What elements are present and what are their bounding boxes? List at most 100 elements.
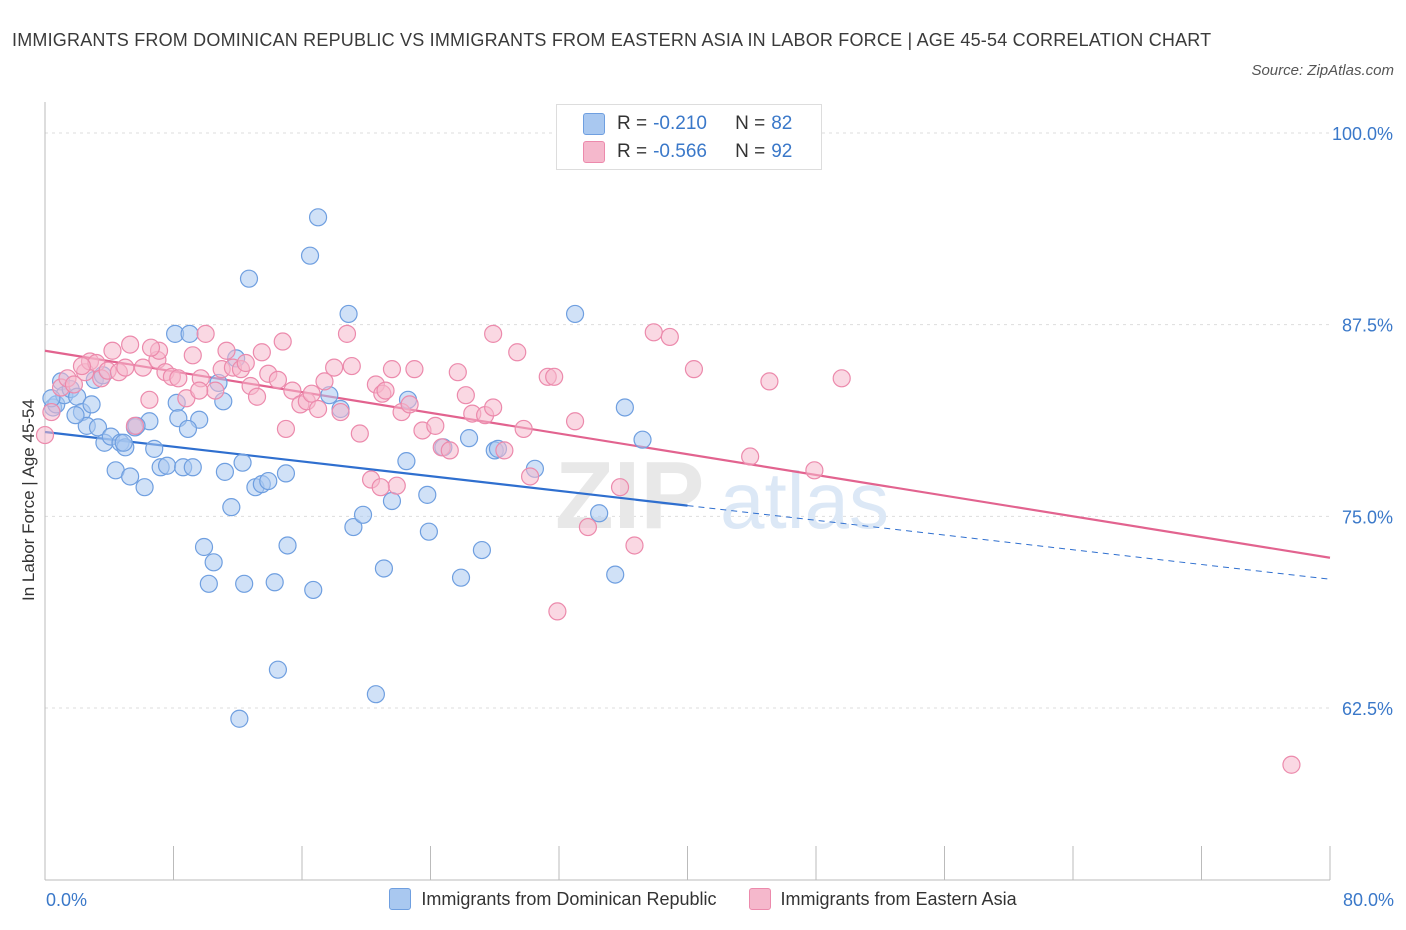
data-point-eastern-asia xyxy=(125,416,145,435)
blue-swatch-icon xyxy=(389,888,412,910)
data-point-dominican-republic xyxy=(88,418,108,437)
data-point-dominican-republic xyxy=(178,419,198,439)
correlation-row-pink: R = -0.566 N = 92 xyxy=(583,137,792,167)
axes xyxy=(44,102,1331,881)
data-point-eastern-asia xyxy=(508,343,527,362)
data-point-eastern-asia xyxy=(741,447,760,466)
data-point-dominican-republic xyxy=(353,505,373,524)
data-point-eastern-asia xyxy=(548,602,567,621)
y-tick-label: 62.5% xyxy=(1342,699,1393,719)
data-point-dominican-republic xyxy=(230,709,249,728)
watermark-atlas: atlas xyxy=(720,456,889,545)
y-tick-label: 75.0% xyxy=(1342,507,1393,527)
grid-lines xyxy=(45,132,1330,709)
data-point-eastern-asia xyxy=(684,360,704,379)
data-point-dominican-republic xyxy=(222,498,241,517)
n-label: N = xyxy=(735,113,766,134)
source-label: Source: ZipAtlas.com xyxy=(1251,62,1394,79)
data-point-eastern-asia xyxy=(141,338,161,357)
data-point-dominican-republic xyxy=(276,464,296,483)
data-point-eastern-asia xyxy=(64,375,84,394)
data-point-eastern-asia xyxy=(382,360,402,379)
data-point-dominican-republic xyxy=(239,269,259,288)
data-point-dominican-republic xyxy=(66,406,85,425)
data-point-dominican-republic xyxy=(419,522,438,541)
data-point-dominican-republic xyxy=(339,304,358,324)
data-point-dominican-republic xyxy=(366,685,385,704)
data-point-eastern-asia xyxy=(42,402,61,422)
data-point-eastern-asia xyxy=(545,367,564,386)
data-point-eastern-asia xyxy=(276,419,296,439)
data-point-dominican-republic xyxy=(265,573,284,592)
data-point-dominican-republic xyxy=(233,453,252,472)
data-point-eastern-asia xyxy=(169,369,188,388)
data-point-dominican-republic xyxy=(633,430,652,449)
data-point-eastern-asia xyxy=(236,353,255,373)
data-point-eastern-asia xyxy=(196,324,215,343)
data-point-dominican-republic xyxy=(199,574,218,593)
data-point-dominican-republic xyxy=(121,467,140,486)
data-point-eastern-asia xyxy=(448,363,467,382)
data-point-eastern-asia xyxy=(520,467,540,486)
pink-swatch-icon xyxy=(748,888,771,910)
data-point-eastern-asia xyxy=(440,441,459,460)
correlation-row-blue: R = -0.210 N = 82 xyxy=(583,109,792,139)
data-point-dominican-republic xyxy=(382,491,402,511)
data-point-eastern-asia xyxy=(183,346,202,365)
y-axis-label: In Labor Force | Age 45-54 xyxy=(19,399,38,601)
data-point-eastern-asia xyxy=(190,381,209,400)
data-point-eastern-asia xyxy=(283,381,302,400)
data-point-eastern-asia xyxy=(495,441,514,460)
data-point-dominican-republic xyxy=(135,478,154,497)
data-point-eastern-asia xyxy=(268,370,288,389)
r-label: R = xyxy=(617,113,648,134)
legend-item-eastern-asia[interactable]: Immigrants from Eastern Asia xyxy=(748,888,1017,910)
data-point-dominican-republic xyxy=(374,559,394,578)
x-tick-label-min: 0.0% xyxy=(46,890,88,910)
data-point-eastern-asia xyxy=(116,358,135,377)
data-point-eastern-asia xyxy=(342,356,361,376)
data-point-eastern-asia xyxy=(644,323,663,342)
data-point-dominican-republic xyxy=(268,660,288,679)
data-point-dominican-republic xyxy=(606,565,625,584)
data-point-eastern-asia xyxy=(578,517,598,537)
data-point-eastern-asia xyxy=(400,395,419,414)
n-value: 92 xyxy=(771,141,793,162)
data-point-eastern-asia xyxy=(35,425,55,445)
n-label: N = xyxy=(735,141,766,162)
data-point-dominican-republic xyxy=(565,304,585,324)
data-point-eastern-asia xyxy=(514,419,533,439)
data-point-eastern-asia xyxy=(387,476,406,495)
correlation-legend-box: R = -0.210 N = 82 R = -0.566 N = 92 xyxy=(556,104,822,170)
data-point-eastern-asia xyxy=(405,360,424,379)
data-point-eastern-asia xyxy=(484,398,503,417)
pink-swatch-icon xyxy=(583,141,605,163)
data-point-dominican-republic xyxy=(194,537,214,557)
data-point-dominican-republic xyxy=(157,456,177,475)
data-point-dominican-republic xyxy=(215,462,234,481)
legend-item-dominican-republic[interactable]: Immigrants from Dominican Republic xyxy=(389,888,717,910)
data-point-dominican-republic xyxy=(278,536,297,555)
data-point-eastern-asia xyxy=(206,381,225,400)
data-point-dominican-republic xyxy=(180,324,199,343)
r-label: R = xyxy=(617,141,648,162)
data-point-eastern-asia xyxy=(103,341,122,360)
data-point-dominican-republic xyxy=(300,246,320,265)
data-point-eastern-asia xyxy=(331,402,350,422)
data-point-dominican-republic xyxy=(235,574,254,593)
chart-title: IMMIGRANTS FROM DOMINICAN REPUBLIC VS IM… xyxy=(12,30,1212,50)
trend-line-blue-extension xyxy=(687,505,1331,580)
data-point-dominican-republic xyxy=(259,471,278,491)
data-point-eastern-asia xyxy=(337,324,357,343)
data-point-eastern-asia xyxy=(565,412,585,431)
data-point-eastern-asia xyxy=(133,358,153,377)
data-point-eastern-asia xyxy=(308,399,328,419)
legend-label: Immigrants from Eastern Asia xyxy=(780,888,1017,909)
data-point-eastern-asia xyxy=(426,416,445,435)
data-point-eastern-asia xyxy=(832,369,851,388)
data-point-eastern-asia xyxy=(247,387,267,406)
data-point-dominican-republic xyxy=(82,395,101,414)
blue-swatch-icon xyxy=(583,113,605,135)
data-point-eastern-asia xyxy=(325,358,344,377)
